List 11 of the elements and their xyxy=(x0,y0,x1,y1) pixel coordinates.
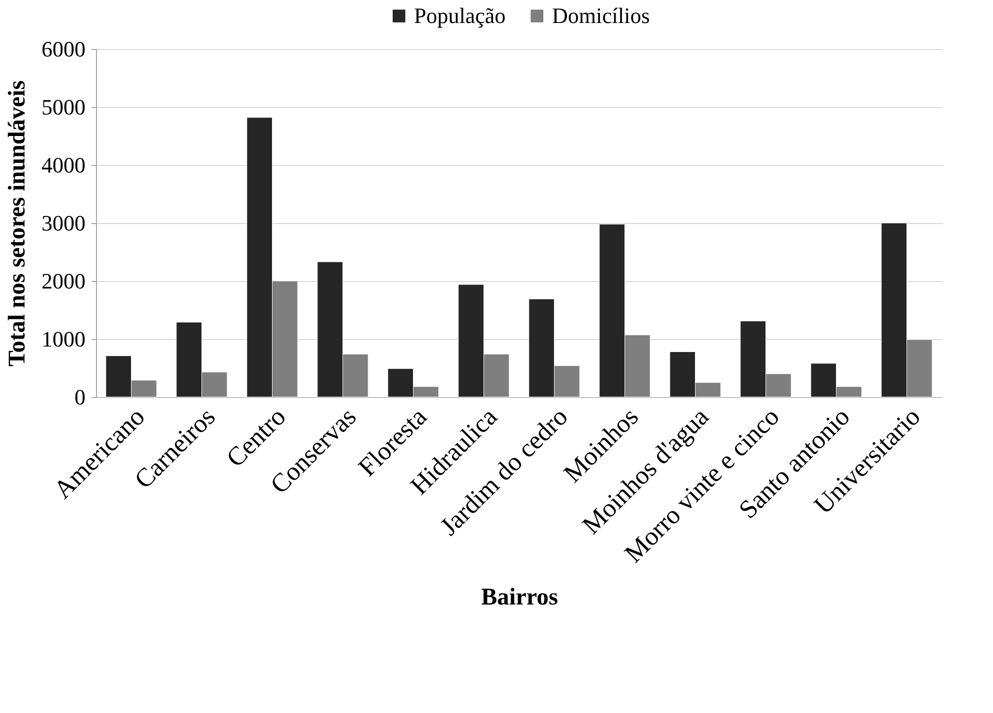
y-tick-label: 0 xyxy=(74,384,86,410)
legend-label: Domicílios xyxy=(552,3,650,28)
y-axis-title: Total nos setores inundáveis xyxy=(4,80,30,367)
x-axis-title: Bairros xyxy=(481,584,558,610)
y-tick-label: 2000 xyxy=(42,268,86,294)
y-tick-label: 6000 xyxy=(42,36,86,62)
y-tick-label: 3000 xyxy=(42,210,86,236)
y-tick-label: 5000 xyxy=(42,94,86,120)
legend-label: População xyxy=(414,3,506,28)
y-tick-label: 4000 xyxy=(42,152,86,178)
y-tick-label: 1000 xyxy=(42,326,86,352)
